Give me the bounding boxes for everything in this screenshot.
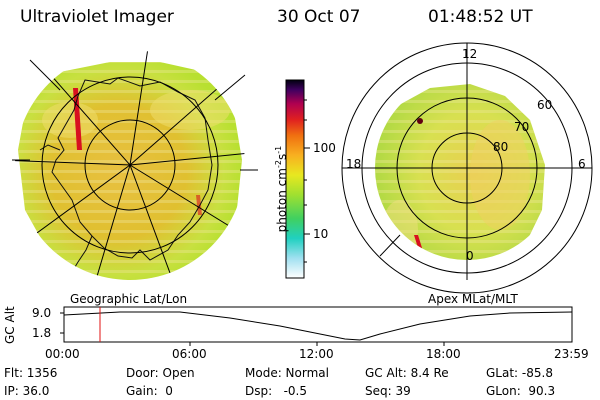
mlt-6-label: 6: [578, 157, 586, 171]
mlt-0-label: 0: [466, 249, 474, 263]
polar-panel-label: Apex MLat/MLT: [428, 292, 518, 306]
status-ip: IP: 36.0: [4, 384, 50, 398]
status-sequence: Seq: 39: [365, 384, 411, 398]
altitude-ylabel: GC Alt: [3, 306, 17, 344]
status-glon: GLon: 90.3: [486, 384, 556, 398]
date-label: 30 Oct 07: [277, 7, 361, 27]
status-door: Door: Open: [126, 366, 195, 380]
altitude-tick-low: 1.8: [32, 326, 52, 340]
altitude-tick-high: 9.0: [32, 306, 52, 320]
time-tick-0600: 06:00: [172, 347, 207, 361]
status-flight: Flt: 1356: [4, 366, 58, 380]
geographic-image: [12, 50, 258, 280]
mlt-12-label: 12: [462, 47, 478, 61]
time-label: 01:48:52 UT: [428, 7, 533, 27]
satellite-marker: [417, 118, 423, 124]
polar-image: [341, 42, 593, 294]
colorbar: [285, 79, 310, 279]
status-dsp: Dsp: -0.5: [245, 384, 308, 398]
time-tick-2359: 23:59: [554, 347, 589, 361]
time-tick-0000: 00:00: [45, 347, 80, 361]
mlat-60-label: 60: [537, 98, 553, 112]
colorbar-tick-100: 100: [313, 141, 336, 155]
status-gc-altitude: GC Alt: 8.4 Re: [365, 366, 449, 380]
status-gain: Gain: 0: [126, 384, 173, 398]
mlat-70-label: 70: [514, 120, 530, 134]
instrument-title: Ultraviolet Imager: [20, 7, 174, 27]
mlt-18-label: 18: [346, 157, 362, 171]
status-glat: GLat: -85.8: [486, 366, 553, 380]
status-mode: Mode: Normal: [245, 366, 329, 380]
geographic-panel-label: Geographic Lat/Lon: [70, 292, 188, 306]
time-tick-1800: 18:00: [426, 347, 461, 361]
colorbar-unit-label: photon cm-2s-1: [274, 145, 289, 233]
altitude-plot: [60, 306, 573, 346]
mlat-80-label: 80: [493, 140, 509, 154]
colorbar-tick-10: 10: [313, 227, 329, 241]
time-tick-1200: 12:00: [299, 347, 334, 361]
